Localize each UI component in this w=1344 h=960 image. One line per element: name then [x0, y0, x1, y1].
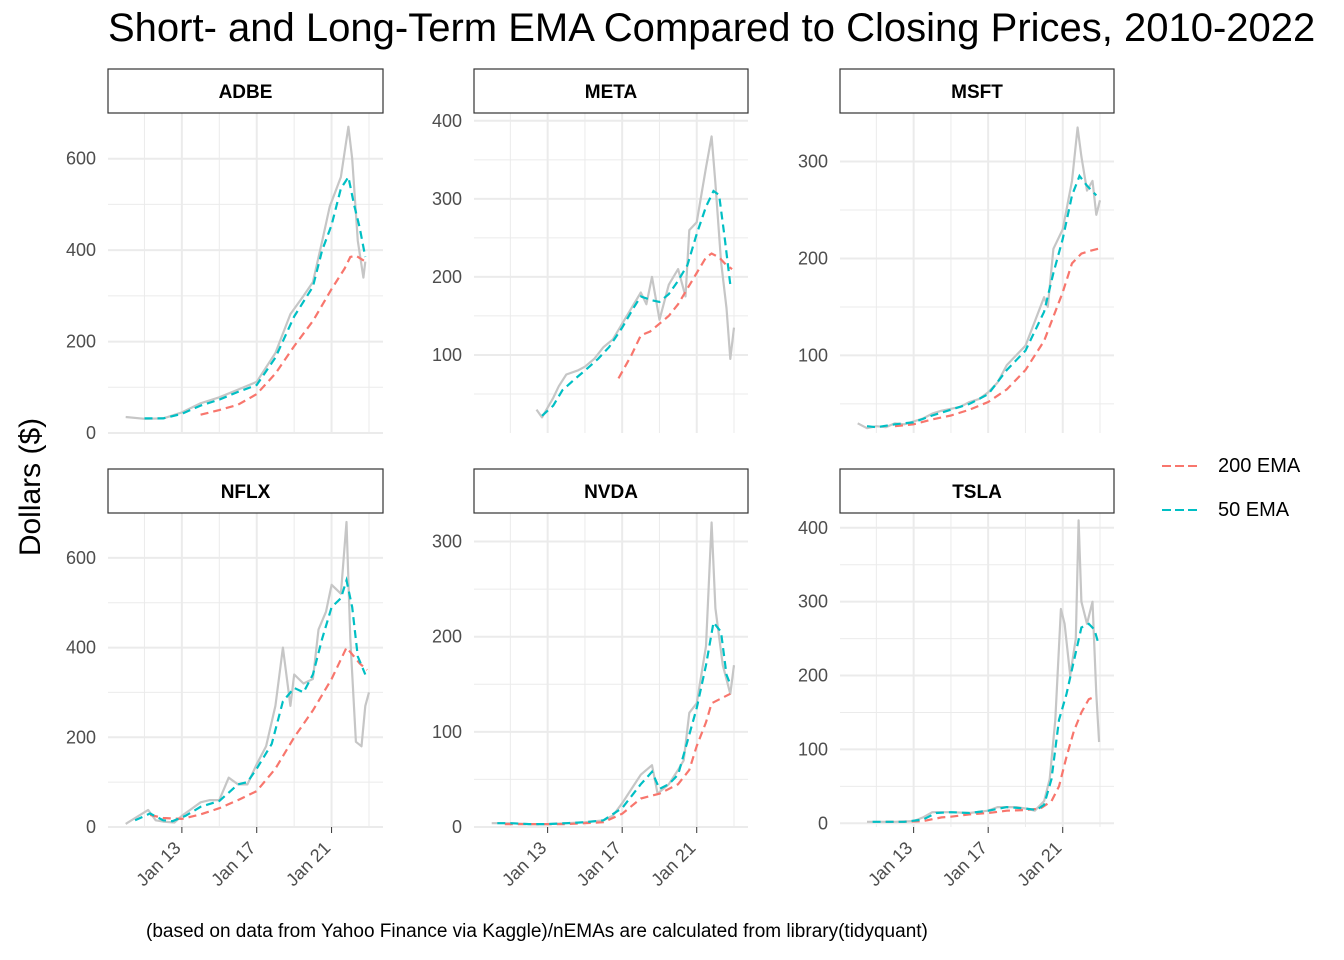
facet-label-nflx: NFLX	[221, 482, 271, 503]
panel-msft: MSFT 100 200 300	[798, 68, 1115, 433]
y-tick-label: 300	[432, 532, 462, 552]
y-tick-label: 300	[798, 151, 828, 171]
legend: 200 EMA 50 EMA	[1162, 444, 1300, 532]
y-tick-label: 200	[798, 666, 828, 686]
legend-item-200-ema: 200 EMA	[1162, 444, 1300, 488]
y-tick-label: 200	[66, 332, 96, 352]
facet-label-tsla: TSLA	[952, 482, 1002, 503]
y-tick-label: 600	[66, 548, 96, 568]
series-50-ema-tsla	[872, 622, 1100, 823]
panel-adbe: ADBE 0 200 400 600	[66, 68, 384, 443]
x-tick-label: Jan 21	[282, 838, 334, 890]
series-200-ema-nflx	[149, 645, 368, 821]
y-tick-label: 400	[66, 638, 96, 658]
chart-caption: (based on data from Yahoo Finance via Ka…	[146, 921, 928, 942]
series-200-ema-tsla	[885, 695, 1097, 823]
series-close-meta	[535, 135, 736, 419]
series-200-ema-adbe	[200, 254, 366, 416]
panel-tsla: TSLA 0 100 200 300 400 Jan 13 Jan 17 Jan 21	[798, 468, 1115, 890]
x-tick-label: Jan 21	[647, 838, 699, 890]
legend-key-200-ema	[1162, 465, 1198, 467]
series-200-ema-msft	[894, 247, 1099, 428]
panel-meta: META 100 200 300 400	[432, 68, 749, 433]
y-tick-label: 600	[66, 149, 96, 169]
series-50-ema-msft	[866, 173, 1098, 429]
facet-label-adbe: ADBE	[219, 82, 273, 103]
facet-label-msft: MSFT	[951, 82, 1003, 103]
facet-strip-meta	[473, 68, 749, 114]
y-axis-label: Dollars ($)	[14, 417, 47, 557]
y-tick-label: 0	[818, 813, 828, 833]
facet-strip-msft	[839, 68, 1115, 114]
y-tick-label: 0	[452, 817, 462, 837]
facet-label-meta: META	[585, 82, 638, 103]
legend-label-200-ema: 200 EMA	[1218, 454, 1301, 477]
y-tick-label: 200	[798, 248, 828, 268]
y-tick-label: 300	[432, 189, 462, 209]
y-tick-label: 200	[432, 627, 462, 647]
x-tick-label: Jan 13	[132, 838, 184, 890]
x-tick-label: Jan 21	[1013, 838, 1065, 890]
series-50-ema-adbe	[144, 174, 367, 420]
y-tick-label: 0	[86, 423, 96, 443]
y-tick-label: 300	[798, 592, 828, 612]
chart-title: Short- and Long-Term EMA Compared to Clo…	[108, 6, 1316, 50]
series-50-ema-meta	[541, 189, 732, 417]
x-tick-label: Jan 17	[207, 838, 259, 890]
y-tick-label: 400	[432, 111, 462, 131]
y-tick-label: 400	[798, 518, 828, 538]
y-tick-label: 100	[432, 345, 462, 365]
legend-key-50-ema	[1162, 509, 1198, 511]
x-tick-label: Jan 13	[864, 838, 916, 890]
panel-nflx: NFLX 0 200 400 600 Jan 13 Jan 17 Jan 21	[66, 468, 384, 890]
y-tick-label: 200	[66, 727, 96, 747]
series-200-ema-meta	[617, 252, 733, 379]
facet-strip-adbe	[107, 68, 384, 114]
facet-strip-nvda	[473, 468, 749, 514]
series-close-tsla	[867, 519, 1101, 823]
facet-label-nvda: NVDA	[584, 482, 638, 503]
panel-nvda: NVDA 0 100 200 300 Jan 13 Jan 17 Jan 21	[432, 468, 749, 890]
y-tick-label: 100	[798, 345, 828, 365]
y-tick-label: 200	[432, 267, 462, 287]
facet-strip-nflx	[107, 468, 384, 514]
y-tick-label: 400	[66, 240, 96, 260]
series-close-msft	[857, 126, 1102, 430]
x-tick-label: Jan 17	[939, 838, 991, 890]
series-50-ema-nvda	[497, 619, 732, 826]
series-close-nflx	[125, 520, 371, 825]
legend-item-50-ema: 50 EMA	[1162, 488, 1300, 532]
series-close-adbe	[125, 125, 367, 420]
y-tick-label: 0	[86, 817, 96, 837]
y-tick-label: 100	[798, 739, 828, 759]
y-tick-label: 100	[432, 722, 462, 742]
x-tick-label: Jan 17	[573, 838, 625, 890]
legend-label-50-ema: 50 EMA	[1218, 498, 1290, 521]
series-50-ema-nflx	[134, 575, 367, 823]
x-tick-label: Jan 13	[498, 838, 550, 890]
facet-strip-tsla	[839, 468, 1115, 514]
